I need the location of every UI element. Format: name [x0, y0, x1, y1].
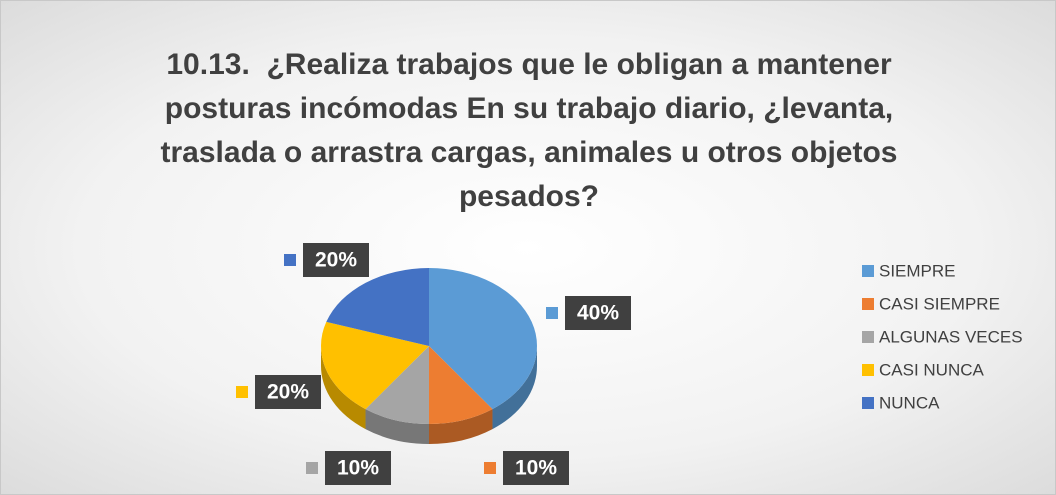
data-label-key [306, 462, 318, 474]
data-label-box [255, 375, 321, 409]
data-label-box [325, 451, 391, 485]
slice [326, 268, 429, 346]
legend-key [862, 397, 874, 409]
legend-label: NUNCA [879, 393, 940, 412]
slice-side [429, 409, 493, 444]
data-label: 40% [577, 302, 619, 325]
legend-key [862, 331, 874, 343]
legend-key [862, 298, 874, 310]
data-label: 20% [315, 249, 357, 272]
data-label: 10% [337, 457, 379, 480]
slice-side [321, 346, 366, 430]
data-label-key [546, 307, 558, 319]
data-label-box [503, 451, 569, 485]
slice-side [492, 346, 537, 430]
data-label-key [284, 254, 296, 266]
legend-label: CASI NUNCA [879, 360, 985, 379]
slice [365, 346, 429, 424]
legend-label: CASI SIEMPRE [879, 294, 1000, 313]
data-label-key [484, 462, 496, 474]
legend-key [862, 364, 874, 376]
slice-side [365, 409, 429, 444]
data-label-key [236, 386, 248, 398]
legend-label: SIEMPRE [879, 261, 956, 280]
slice [320, 321, 429, 410]
data-label: 10% [515, 457, 557, 480]
data-label: 20% [267, 381, 309, 404]
data-label-box [303, 243, 369, 277]
legend-key [862, 265, 874, 277]
chart-title: 10.13. ¿Realiza trabajos que le obligan … [160, 48, 906, 213]
legend-label: ALGUNAS VECES [879, 327, 1023, 346]
data-label-box [565, 296, 631, 330]
slice [429, 346, 493, 424]
slice [429, 268, 538, 410]
